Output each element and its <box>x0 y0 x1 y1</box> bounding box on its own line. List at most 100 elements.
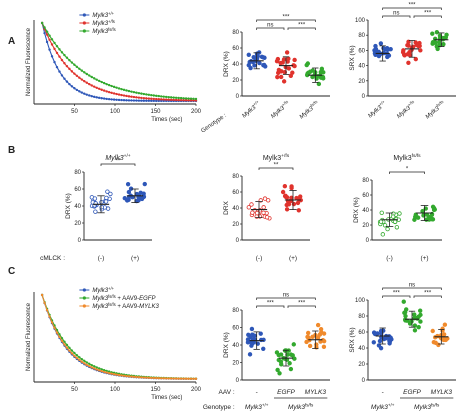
x-tick-label: 50 <box>71 387 78 393</box>
data-point <box>192 97 195 101</box>
y-tick-label: 60 <box>232 46 239 52</box>
data-point <box>70 70 74 73</box>
data-point <box>60 51 64 54</box>
data-point <box>155 376 158 380</box>
data-point <box>261 205 266 210</box>
data-point <box>75 354 79 357</box>
data-point <box>103 199 109 204</box>
data-point <box>276 352 281 358</box>
data-point <box>73 72 76 75</box>
y-tick-label: 80 <box>74 170 81 176</box>
data-point <box>135 91 138 94</box>
data-point <box>105 97 108 101</box>
data-point <box>307 343 313 349</box>
data-point <box>132 90 136 94</box>
data-point <box>152 97 156 101</box>
x-tick-label: 100 <box>110 387 121 393</box>
data-point <box>85 72 88 76</box>
chart-C1: 50 100 150 200 Times (sec) Normalized Fluores… <box>26 286 202 401</box>
data-point <box>162 377 165 380</box>
genotype-superscript: fs/fs <box>435 99 444 108</box>
data-point <box>104 195 109 201</box>
data-point <box>249 202 254 207</box>
data-point <box>394 225 400 230</box>
data-point <box>120 93 123 97</box>
y-tick-label: 40 <box>232 343 239 349</box>
genotype-base: Mylk3 <box>425 105 441 120</box>
legend-marker <box>82 21 86 25</box>
y-tick-label: 0 <box>236 238 240 244</box>
data-point <box>140 92 143 95</box>
data-point <box>45 33 49 36</box>
data-point <box>125 99 128 102</box>
y-tick-label: 60 <box>232 326 239 332</box>
data-point <box>142 96 146 100</box>
genotype-base: Mylk3 <box>245 404 262 411</box>
genotype-superscript: fs/fs <box>108 27 116 32</box>
significance-bracket <box>382 287 442 290</box>
data-point <box>117 87 121 90</box>
data-point <box>68 349 71 352</box>
genotype-suffix: + AAV9- <box>116 296 139 302</box>
genotype-base: Mylk3 <box>92 288 108 294</box>
data-point <box>416 314 421 319</box>
row-title-aav: AAV : <box>219 389 235 396</box>
y-tick-label: 80 <box>358 314 365 320</box>
data-point <box>105 90 108 93</box>
data-point <box>68 67 71 71</box>
data-point <box>402 53 407 58</box>
data-point <box>194 97 198 101</box>
data-point <box>102 368 106 372</box>
significance-label: ns <box>393 11 399 17</box>
data-point <box>58 70 61 73</box>
legend-marker <box>82 304 86 308</box>
category-label: MYLK3 <box>431 389 453 396</box>
data-point <box>73 351 76 355</box>
data-point <box>167 98 170 101</box>
data-point <box>50 43 54 46</box>
data-point <box>189 99 193 102</box>
data-point <box>379 210 384 215</box>
data-point <box>110 98 113 101</box>
data-point <box>122 374 126 377</box>
data-point <box>319 66 325 72</box>
data-point <box>90 94 93 98</box>
x-axis-title: Times (sec) <box>151 395 182 401</box>
data-point <box>385 47 391 52</box>
data-point <box>78 356 81 359</box>
data-point <box>122 99 126 102</box>
data-point <box>85 93 88 96</box>
data-point <box>125 181 131 187</box>
data-point <box>429 212 435 218</box>
chart-title: Mylk3+/+ <box>105 153 130 162</box>
data-point <box>290 353 295 358</box>
x-tick-label: 150 <box>150 109 161 115</box>
data-point <box>125 89 128 92</box>
data-point <box>78 67 81 70</box>
data-point <box>277 371 282 376</box>
y-tick-label: 0 <box>78 238 82 244</box>
data-point <box>174 377 178 380</box>
data-point <box>132 99 136 102</box>
data-point <box>55 51 59 55</box>
data-point <box>95 78 98 81</box>
data-point <box>48 315 51 318</box>
data-point <box>315 335 321 340</box>
data-point <box>152 94 156 97</box>
data-point <box>112 85 116 89</box>
data-point <box>88 94 91 97</box>
legend-entry: Mylk3+/+ <box>92 286 114 294</box>
genotype-label: Mylk3+/+ <box>245 402 269 411</box>
data-point <box>58 48 61 51</box>
data-point <box>73 354 76 357</box>
data-point <box>80 69 84 72</box>
genotype-base: Mylk3 <box>263 155 281 162</box>
data-point <box>63 340 66 343</box>
data-point <box>160 95 163 98</box>
data-point <box>261 346 266 351</box>
genotype-suffix: + AAV9- <box>116 304 139 310</box>
genotype-suffix-gene: EGFP <box>139 296 155 302</box>
y-tick-label: 60 <box>232 190 239 196</box>
x-axis-title: Times (sec) <box>151 117 182 123</box>
